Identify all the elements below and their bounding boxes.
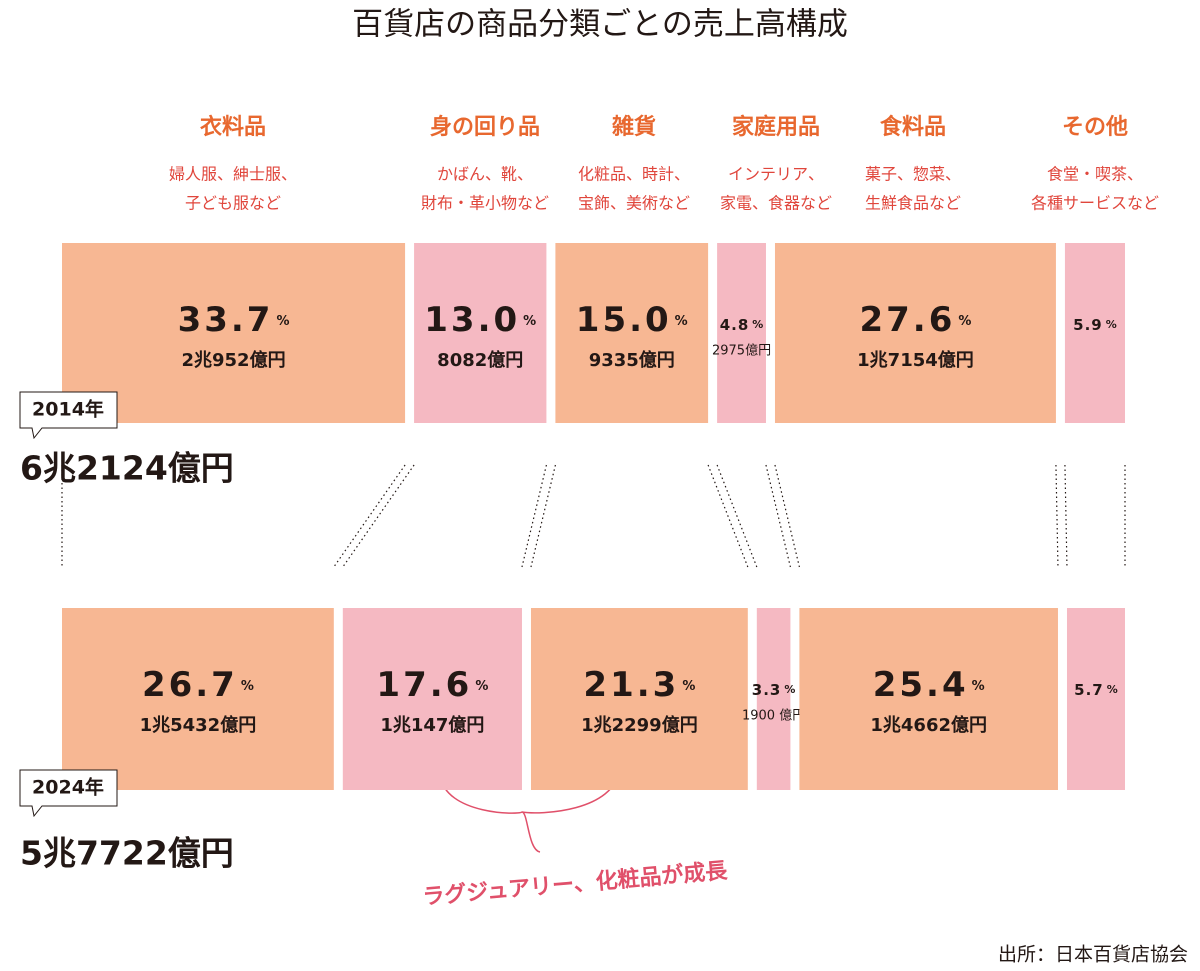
value-label: 33.7% (178, 300, 290, 340)
value-number: 21.3 (583, 665, 679, 705)
amount-label: 1兆5432億円 (140, 714, 257, 736)
category-note: 家電、食器など (720, 194, 832, 213)
connector (716, 464, 758, 568)
amount-label: 8082億円 (437, 349, 523, 371)
year-box (19, 769, 118, 818)
value-label: 26.7% (142, 665, 254, 705)
value-label: 21.3% (583, 665, 695, 705)
value-label: 25.4% (873, 665, 985, 705)
value-label: 13.0% (424, 300, 536, 340)
bar-segment (774, 243, 1056, 423)
total-label: 6兆2124億円 (20, 449, 234, 488)
value-unit: % (1107, 683, 1118, 696)
amount-label: 1兆4662億円 (870, 714, 987, 736)
category-label: 身の回り品 (430, 114, 540, 140)
bar-segment (530, 608, 748, 790)
connector (774, 464, 800, 568)
category-note: 婦人服、紳士服、 (169, 165, 297, 184)
amount-label: 1兆2299億円 (581, 714, 698, 736)
bar-segment (717, 243, 766, 423)
amount-label: 2975億円 (712, 343, 771, 359)
category-label: 家庭用品 (732, 114, 820, 140)
value-unit: % (752, 318, 763, 331)
connector (1064, 464, 1068, 568)
annotation: ラグジュアリー、化粧品が成長 (421, 858, 729, 911)
bar-segment (756, 608, 791, 790)
value-unit: % (972, 679, 985, 694)
connector (1055, 464, 1059, 568)
value-unit: % (475, 679, 488, 694)
value-number: 3.3 (752, 681, 782, 699)
value-label: 27.6% (859, 300, 971, 340)
value-unit: % (675, 314, 688, 329)
amount-label: 1兆7154億円 (857, 349, 974, 371)
category-note: 菓子、惣菜、 (865, 165, 961, 184)
value-number: 26.7 (142, 665, 238, 705)
value-unit: % (784, 683, 795, 696)
value-number: 27.6 (859, 300, 955, 340)
value-unit: % (276, 314, 289, 329)
connector (342, 464, 415, 568)
bar-segment (342, 608, 522, 790)
value-unit: % (241, 679, 254, 694)
value-unit: % (958, 314, 971, 329)
year-box (19, 391, 118, 440)
connector (707, 464, 749, 568)
category-label: 食料品 (880, 114, 946, 140)
year-label: 2024年 (32, 776, 104, 799)
bar-segment (62, 243, 406, 423)
bar-segment (414, 243, 547, 423)
category-note: 財布・革小物など (421, 194, 549, 213)
value-number: 4.8 (720, 316, 750, 334)
amount-label: 1900 億円 (742, 708, 805, 724)
value-label: 5.9% (1073, 316, 1117, 334)
value-unit: % (1106, 318, 1117, 331)
value-number: 5.9 (1073, 316, 1103, 334)
category-note: かばん、靴、 (437, 165, 533, 184)
category-label: 衣料品 (200, 114, 266, 140)
amount-label: 1兆147億円 (380, 714, 484, 736)
value-number: 15.0 (576, 300, 672, 340)
value-unit: % (523, 314, 536, 329)
category-label: その他 (1062, 115, 1128, 140)
value-label: 5.7% (1074, 681, 1118, 699)
bar-segment (62, 608, 334, 790)
total-label: 5兆7722億円 (20, 834, 234, 873)
value-number: 17.6 (376, 665, 472, 705)
year-label: 2014年 (32, 398, 104, 421)
value-unit: % (682, 679, 695, 694)
bar-segment (799, 608, 1058, 790)
category-note: 食堂・喫茶、 (1047, 165, 1143, 184)
source: 出所：日本百貨店協会 (998, 944, 1188, 966)
connector (521, 464, 547, 568)
value-label: 4.8% (720, 316, 764, 334)
category-note: 化粧品、時計、 (578, 165, 690, 184)
value-label: 17.6% (376, 665, 488, 705)
connector (530, 464, 556, 568)
bar-segment (555, 243, 709, 423)
category-note: 各種サービスなど (1031, 194, 1159, 213)
amount-label: 2兆952億円 (181, 349, 285, 371)
category-note: 宝飾、美術など (578, 194, 690, 213)
value-number: 13.0 (424, 300, 520, 340)
category-note: インテリア、 (728, 165, 824, 184)
chart-title: 百貨店の商品分類ごとの売上高構成 (352, 7, 848, 43)
category-note: 生鮮食品など (865, 194, 961, 213)
value-number: 33.7 (178, 300, 274, 340)
connector (333, 464, 406, 568)
value-number: 25.4 (873, 665, 969, 705)
value-number: 5.7 (1074, 681, 1104, 699)
value-label: 15.0% (576, 300, 688, 340)
bar-segment (1064, 243, 1125, 423)
value-label: 3.3% (752, 681, 796, 699)
connector (765, 464, 791, 568)
category-label: 雑貨 (611, 114, 656, 140)
bar-segment (1066, 608, 1125, 790)
category-note: 子ども服など (185, 194, 281, 213)
amount-label: 9335億円 (589, 349, 675, 371)
